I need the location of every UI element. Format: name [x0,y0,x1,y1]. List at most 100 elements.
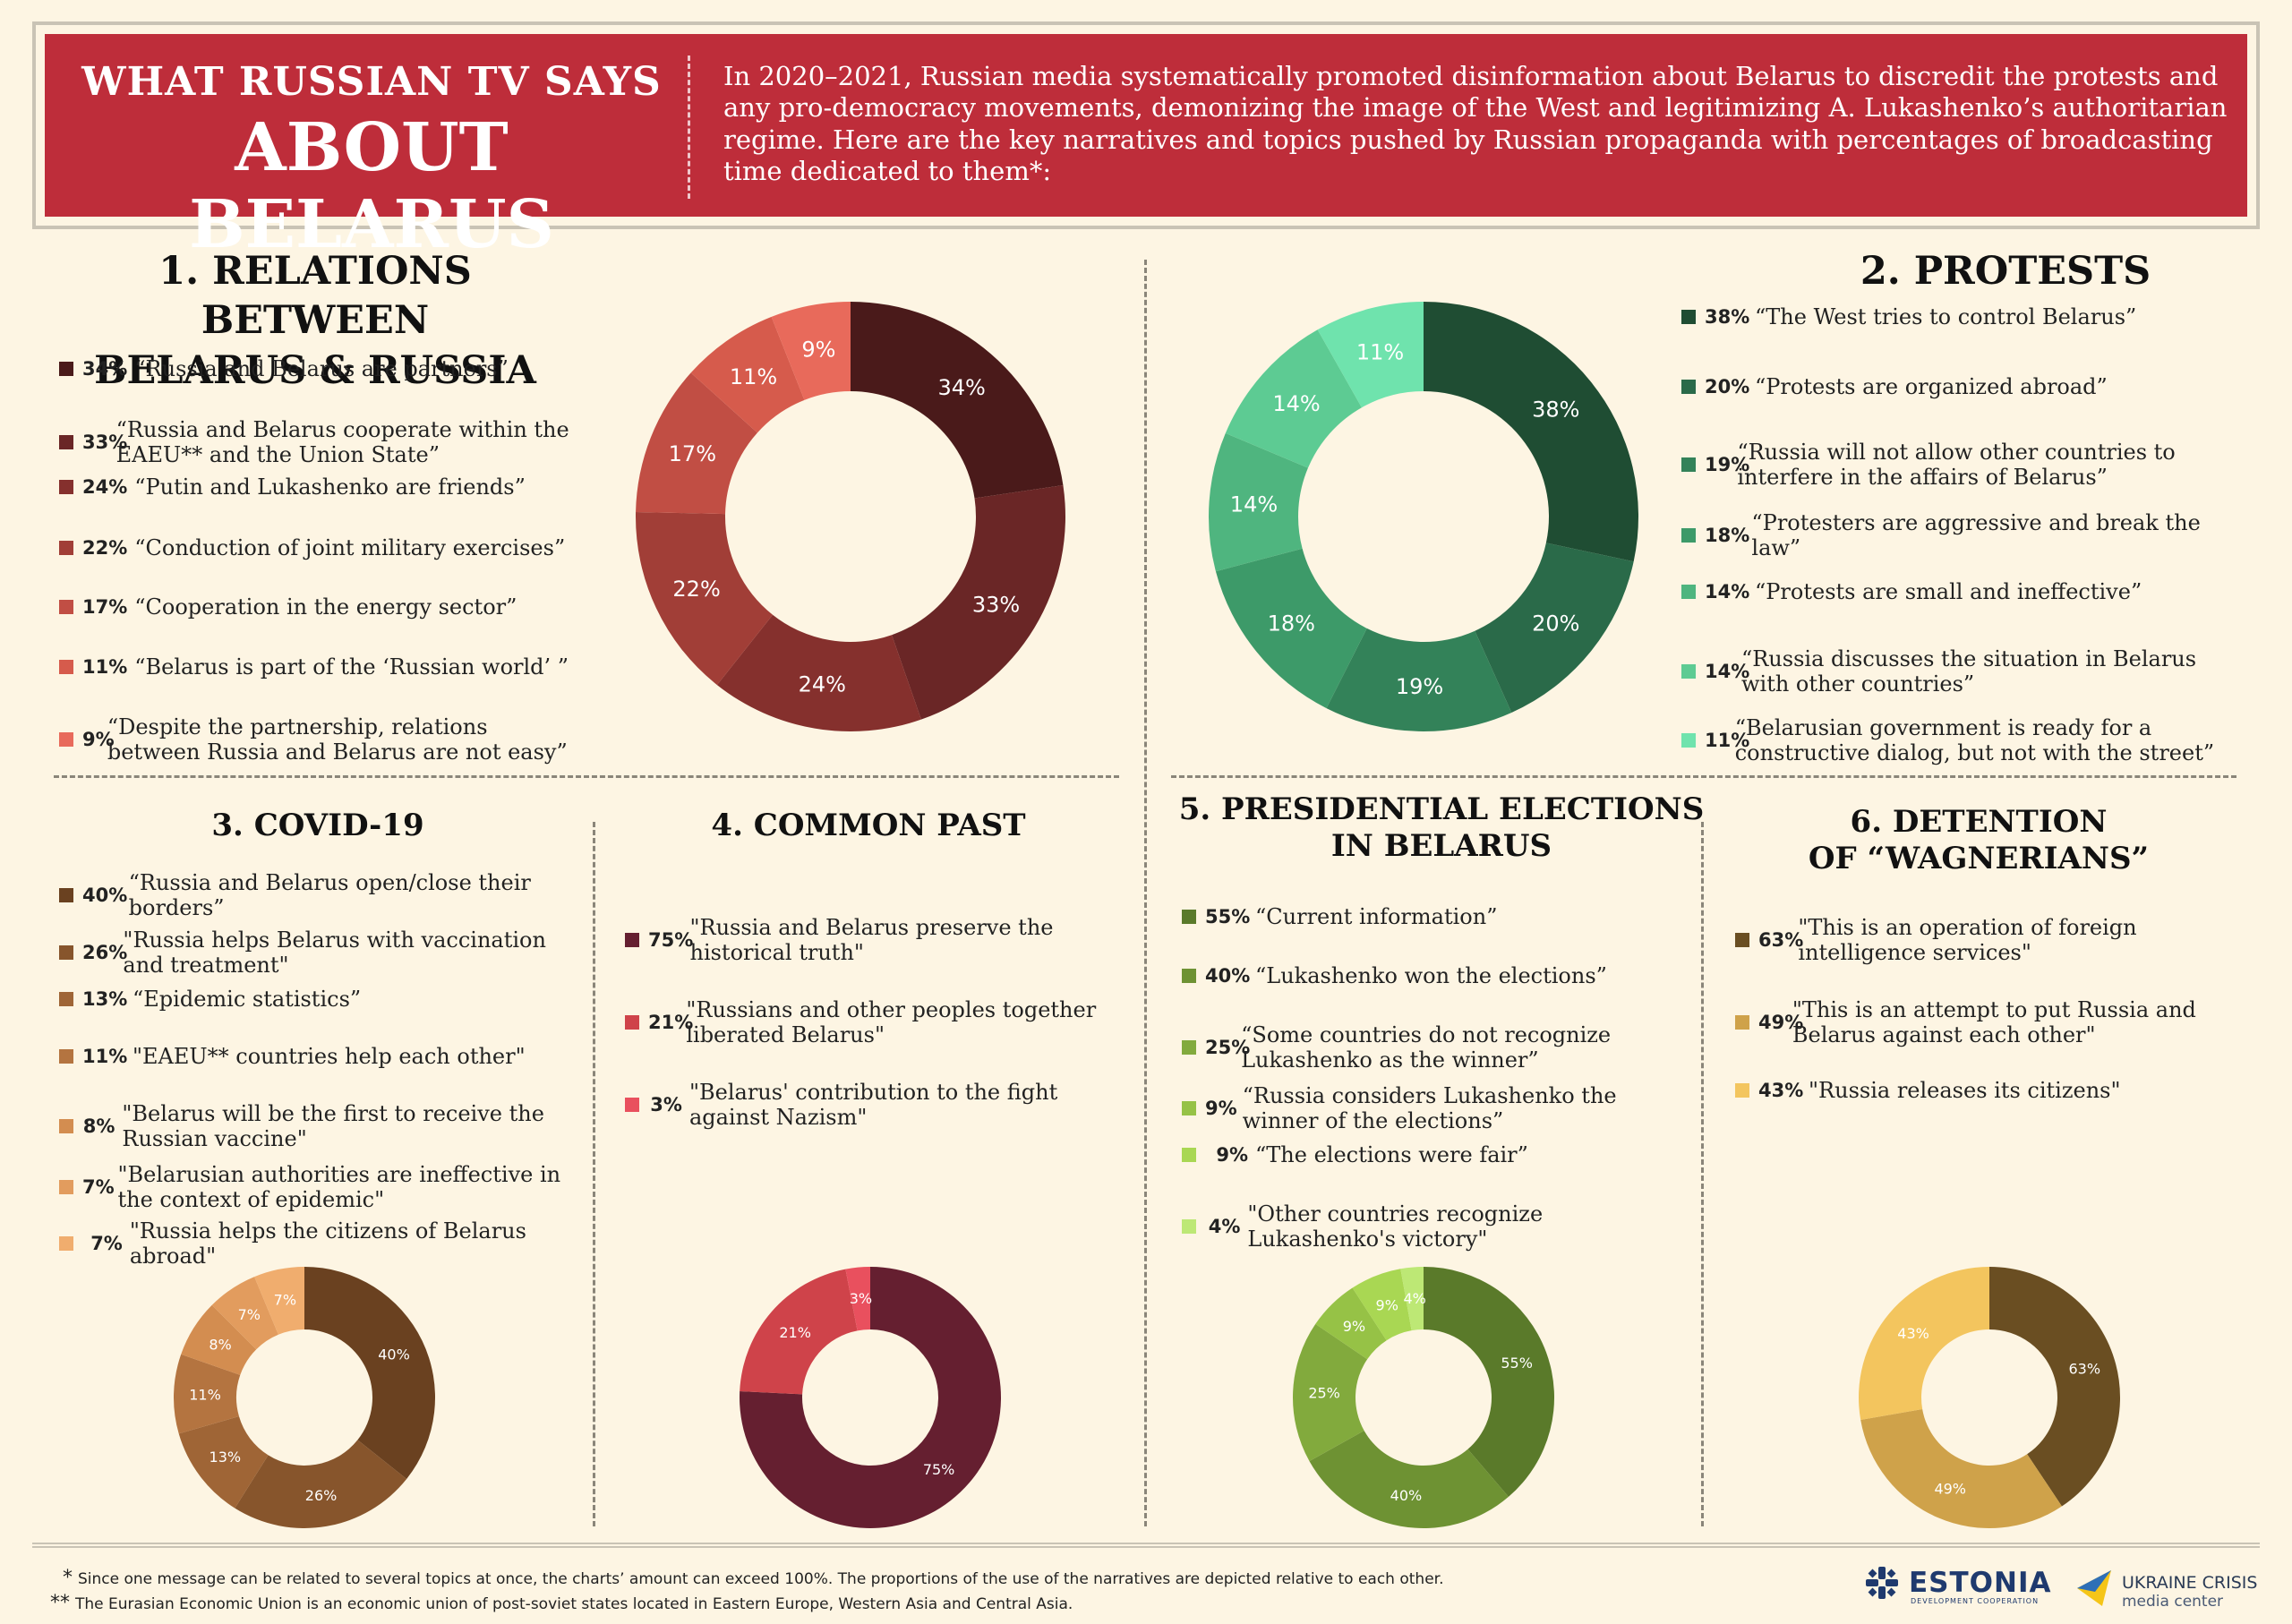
legend-percent: 19% [1705,453,1750,475]
donut-slice-label: 40% [378,1346,410,1363]
donut-slice-label: 18% [1268,611,1315,636]
legend-swatch [1182,910,1196,925]
legend-label: “Current information” [1255,904,1498,929]
legend-percent: 26% [82,941,128,963]
donut-slice-label: 11% [730,364,777,389]
section1-title: 1. RELATIONS BETWEEN BELARUS & RUSSIA [64,247,566,396]
donut-slice [716,614,921,731]
legend-item-common-past: 21% "Russians and other peoples together … [625,997,1126,1048]
legend-label: "Russia helps Belarus with vaccination a… [123,927,546,979]
donut-slice-label: 33% [972,592,1020,617]
legend-item-elections: 25% “Some countries do not recognize Luka… [1182,1022,1692,1073]
donut-slice [851,302,1064,499]
donut-slice-label: 43% [1897,1325,1929,1342]
legend-label: “Russia and Belarus open/close their bor… [128,870,531,921]
section5-title-line2: IN BELARUS [1330,827,1552,864]
legend-item-relations: 9% “Despite the partnership, relations be… [59,714,578,765]
legend-label: "This is an operation of foreign intelli… [1798,915,2137,966]
legend-label: "Russia and Belarus preserve the histori… [689,915,1054,966]
header-divider [688,56,690,199]
donut-slice [636,511,774,686]
legend-swatch [1182,1219,1196,1235]
legend-item-common-past: 3% "Belarus' contribution to the fight ag… [625,1080,1126,1131]
donut-slice [304,1267,435,1480]
legend-label: "Russia releases its citizens" [1809,1078,2121,1103]
donut-slice-label: 9% [801,337,835,362]
chart-covid-donut: 40% 26% 13% 11% 8% 7% 7% [174,1267,435,1528]
legend-percent: 3% [650,1093,682,1115]
divider-vertical-center [1144,260,1147,1526]
legend-item-elections: 4% "Other countries recognize Lukashenko'… [1182,1201,1692,1252]
legend-label: “The West tries to control Belarus” [1755,304,2137,329]
chart-protests-donut: 38% 20% 19% 18% 14% 14% 11% [1209,302,1638,731]
legend-item-relations: 17% “Cooperation in the energy sector” [59,594,578,620]
footnote-1: * Since one message can be related to sev… [63,1567,1764,1589]
donut-slice-label: 49% [1934,1481,1966,1498]
legend-percent: 40% [82,884,128,906]
legend-swatch [1182,1148,1196,1163]
legend-swatch [59,992,73,1007]
donut-slice-label: 17% [669,441,716,466]
legend-label: “Despite the partnership, relations betw… [107,714,568,765]
header-frame [32,21,2260,229]
legend-item-covid: 40% “Russia and Belarus open/close their … [59,870,587,921]
legend-item-elections: 9% “Russia considers Lukashenko the winne… [1182,1083,1692,1134]
legend-label: “Russia and Belarus cooperate within the… [115,417,569,468]
donut-slice-label: 22% [672,577,720,602]
legend-item-elections: 40% “Lukashenko won the elections” [1182,963,1692,988]
legend-label: “Lukashenko won the elections” [1255,963,1607,988]
legend-swatch [59,1049,73,1064]
legend-percent: 43% [1758,1079,1804,1101]
legend-item-wagnerians: 43% "Russia releases its citizens" [1735,1078,2236,1103]
donut-slice [1215,548,1367,709]
legend-swatch [59,732,73,748]
donut-slice-label: 3% [850,1290,872,1307]
legend-item-elections: 9% “The elections were fair” [1182,1142,1692,1167]
donut-slice-label: 14% [1230,492,1278,517]
donut-slice-label: 14% [1272,391,1320,416]
donut-slice [1424,1267,1554,1497]
donut-slice [1209,432,1308,572]
divider-horizontal-left [54,775,1119,778]
section5-title-line1: 5. PRESIDENTIAL ELECTIONS [1178,791,1705,827]
donut-slice-label: 26% [305,1487,338,1504]
legend-label: “Russia will not allow other countries t… [1737,440,2176,491]
donut-slice [1352,1269,1412,1341]
legend-swatch [625,933,639,948]
legend-label: “Some countries do not recognize Lukashe… [1241,1022,1612,1073]
legend-label: “Belarusian government is ready for a co… [1734,715,2215,766]
section3-title: 3. COVID-19 [211,808,424,843]
legend-label: “Putin and Lukashenko are friends” [134,474,526,500]
donut-slice [771,302,851,400]
section2-title: 2. PROTESTS [1860,249,2151,294]
legend-swatch [1681,528,1696,543]
legend-percent: 33% [82,431,128,453]
section4-title: 4. COMMON PAST [711,808,1026,843]
legend-percent: 7% [90,1232,123,1254]
donut-slice [1400,1267,1424,1331]
legend-item-protests: 18% “Protesters are aggressive and break … [1681,510,2219,561]
legend-label: “The elections were fair” [1255,1142,1528,1167]
legend-percent: 63% [1758,928,1804,951]
donut-slice-label: 55% [1501,1355,1533,1372]
legend-item-protests: 38% “The West tries to control Belarus” [1681,304,2219,329]
legend-item-protests: 14% “Protests are small and ineffective” [1681,579,2219,604]
legend-percent: 25% [1205,1036,1251,1058]
ukraine-crisis-logo-name: UKRAINE CRISIS [2122,1573,2258,1593]
legend-item-covid: 7% "Russia helps the citizens of Belarus … [59,1218,587,1269]
legend-swatch [59,888,73,903]
page-title-line1: WHAT RUSSIAN TV SAYS [81,59,662,105]
chart-relations-donut: 34% 33% 24% 22% 17% 11% 9% [636,302,1065,731]
donut-slice-label: 9% [1376,1296,1398,1313]
legend-swatch [59,480,73,495]
legend-item-relations: 24% “Putin and Lukashenko are friends” [59,474,578,500]
estonia-logo-name: ESTONIA [1909,1567,2052,1599]
legend-label: “Epidemic statistics” [133,987,362,1012]
legend-label: “Protests are organized abroad” [1755,374,2108,399]
donut-slice-label: 19% [1396,674,1443,699]
page-title-line2: ABOUT BELARUS [189,109,554,263]
donut-slice [1315,1287,1387,1360]
donut-slice-label: 9% [1343,1318,1365,1335]
donut-slice-label: 13% [210,1449,242,1466]
donut-slice [1860,1409,2062,1528]
